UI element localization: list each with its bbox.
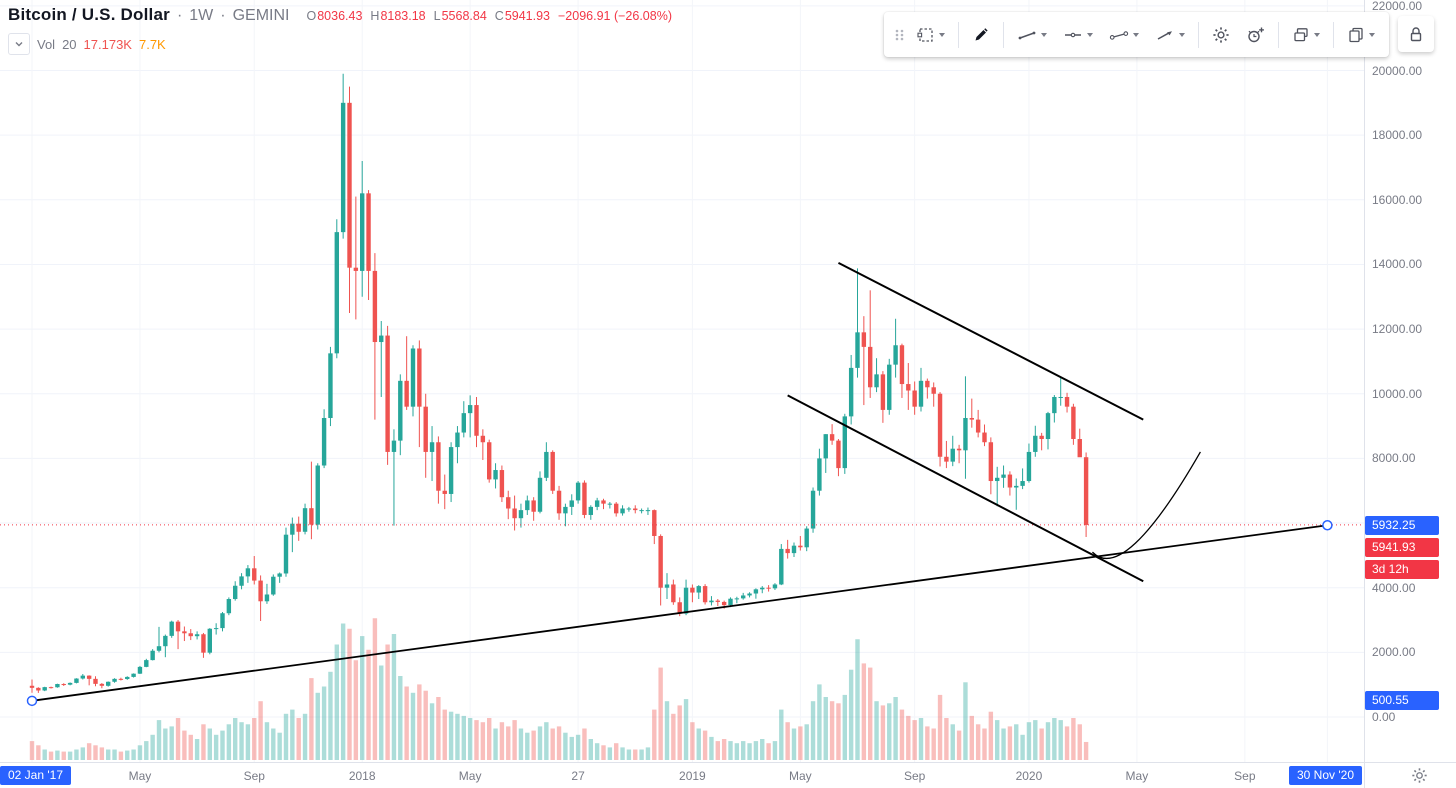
date-badge[interactable]: 30 Nov '20 xyxy=(1289,766,1362,785)
price-tick: 16000.00 xyxy=(1372,192,1423,207)
chevron-down-icon xyxy=(1369,32,1375,37)
drag-dots-icon xyxy=(895,29,904,40)
duplicate-button[interactable] xyxy=(1340,20,1382,50)
low-value: 5568.84 xyxy=(441,9,487,23)
time-tick: Sep xyxy=(903,769,926,783)
toolbar-divider xyxy=(1333,21,1334,48)
axis-settings-corner[interactable] xyxy=(1364,762,1456,788)
chart-legend: Bitcoin / U.S. Dollar · 1W · GEMINI O 803… xyxy=(8,5,672,55)
price-tick: 0.00 xyxy=(1372,710,1396,724)
time-tick: Sep xyxy=(243,769,265,783)
price-tick: 18000.00 xyxy=(1372,128,1423,143)
trendline-end-price-label[interactable]: 5932.25 xyxy=(1365,515,1439,535)
time-axis[interactable]: 02 Jan '17 May Sep 2018 May 27 2019 May Sep 2020 M… xyxy=(0,762,1364,788)
indicator-collapse-button[interactable] xyxy=(8,33,30,55)
price-tick: 10000.00 xyxy=(1372,386,1423,401)
symbol-title[interactable]: Bitcoin / U.S. Dollar xyxy=(8,5,170,24)
lock-button[interactable] xyxy=(1398,16,1434,52)
arrow-icon xyxy=(1157,30,1172,40)
pencil-icon xyxy=(975,27,988,40)
bar-close-countdown-label[interactable]: 3d 12h xyxy=(1365,559,1439,579)
time-tick: May xyxy=(789,769,812,783)
chevron-down-icon xyxy=(1133,32,1139,37)
volume-ma-value: 7.7K xyxy=(138,36,166,52)
last-price-label[interactable]: 5941.93 xyxy=(1365,537,1439,557)
trendline-start-price-label[interactable]: 500.55 xyxy=(1365,691,1439,711)
symbol-sep2: · xyxy=(220,7,226,24)
horizontal-line-tool-button[interactable] xyxy=(1056,21,1100,49)
candlestick-chart[interactable] xyxy=(0,0,1364,762)
chevron-down-icon xyxy=(15,42,23,47)
price-tick: 14000.00 xyxy=(1372,257,1423,272)
ohlc-readout: O 8036.43 H 8183.18 L 5568.84 C 5941.93 −209… xyxy=(306,9,672,23)
time-tick: May xyxy=(458,769,482,783)
add-alert-button[interactable] xyxy=(1239,20,1272,50)
chart-pane[interactable]: Bitcoin / U.S. Dollar · 1W · GEMINI O 803… xyxy=(0,0,1364,762)
chevron-down-icon xyxy=(1041,32,1047,37)
layers-icon xyxy=(1294,27,1308,41)
toolbar-divider xyxy=(1198,21,1199,48)
gear-icon[interactable] xyxy=(1411,767,1428,784)
price-axis[interactable]: 22000.00 20000.00 18000.00 16000.00 14000.00… xyxy=(1364,0,1456,762)
price-tick: 12000.00 xyxy=(1372,322,1423,337)
copy-icon xyxy=(1349,27,1363,42)
time-tick: 27 xyxy=(571,769,585,783)
time-tick: 2020 xyxy=(1015,769,1043,783)
line-endpoints-icon xyxy=(1109,30,1129,40)
volume-indicator-label[interactable]: Vol xyxy=(37,36,56,52)
interval-label[interactable]: 1W xyxy=(189,7,214,24)
exchange-label: GEMINI xyxy=(232,7,290,24)
price-tick: 4000.00 xyxy=(1372,580,1416,595)
price-tick: 22000.00 xyxy=(1372,0,1423,13)
volume-ma-length: 20 xyxy=(62,36,77,52)
horizontal-line-icon xyxy=(1065,32,1081,37)
alarm-plus-icon xyxy=(1248,27,1264,42)
trend-line-icon xyxy=(1018,31,1036,39)
brush-tool-button[interactable] xyxy=(965,20,997,50)
price-tick: 20000.00 xyxy=(1372,63,1423,78)
time-tick: May xyxy=(1125,769,1149,783)
symbol-sep: · xyxy=(176,7,183,24)
trend-line-tool-button[interactable] xyxy=(1010,21,1054,49)
drawing-toolbar xyxy=(884,12,1389,57)
time-tick: May xyxy=(128,769,152,783)
time-tick: Sep xyxy=(1234,769,1256,783)
toolbar-divider xyxy=(1003,21,1004,48)
chevron-down-icon xyxy=(1087,32,1093,37)
volume-value: 17.173K xyxy=(83,36,132,52)
toolbar-drag-handle[interactable] xyxy=(891,23,908,47)
price-tick: 8000.00 xyxy=(1372,451,1416,466)
price-tick: 2000.00 xyxy=(1372,645,1416,660)
toolbar-divider xyxy=(958,21,959,48)
chevron-down-icon xyxy=(1314,32,1320,37)
toolbar-divider xyxy=(1278,21,1279,48)
open-value: 8036.43 xyxy=(317,9,363,23)
layers-button[interactable] xyxy=(1285,20,1327,50)
date-badge[interactable]: 02 Jan '17 xyxy=(0,766,72,785)
close-value: 5941.93 xyxy=(504,9,550,23)
selection-tool-button[interactable] xyxy=(910,20,952,50)
lock-icon xyxy=(1410,27,1422,42)
chevron-down-icon xyxy=(1179,32,1185,37)
settings-button[interactable] xyxy=(1205,20,1237,50)
time-tick: 2018 xyxy=(348,769,376,783)
ray-line-tool-button[interactable] xyxy=(1102,21,1146,49)
dashed-rectangle-icon xyxy=(917,27,933,42)
gear-icon xyxy=(1213,26,1229,43)
chevron-down-icon xyxy=(939,32,945,37)
high-value: 8183.18 xyxy=(380,9,426,23)
arrow-line-tool-button[interactable] xyxy=(1148,21,1192,49)
time-tick: 2019 xyxy=(679,769,706,783)
change-value: −2096.91 (−26.08%) xyxy=(558,9,672,23)
